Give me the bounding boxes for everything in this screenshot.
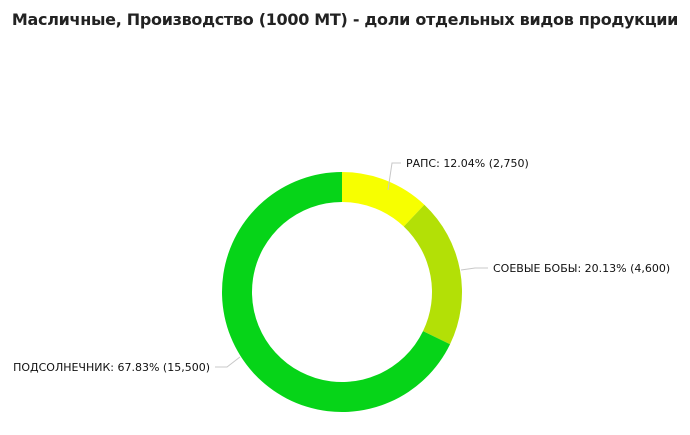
slice-label-2: ПОДСОЛНЕЧНИК: 67.83% (15,500) <box>13 361 210 374</box>
chart-title: Масличные, Производство (1000 MT) - доли… <box>11 10 679 29</box>
slice-label-1: СОЕВЫЕ БОБЫ: 20.13% (4,600) <box>493 262 670 275</box>
slice-label-0: РАПС: 12.04% (2,750) <box>406 157 529 170</box>
leader-line-2 <box>215 356 241 368</box>
slice-1 <box>403 204 463 345</box>
leader-line-0 <box>387 162 401 191</box>
slice-0 <box>342 172 425 227</box>
leader-line-1 <box>460 267 488 271</box>
